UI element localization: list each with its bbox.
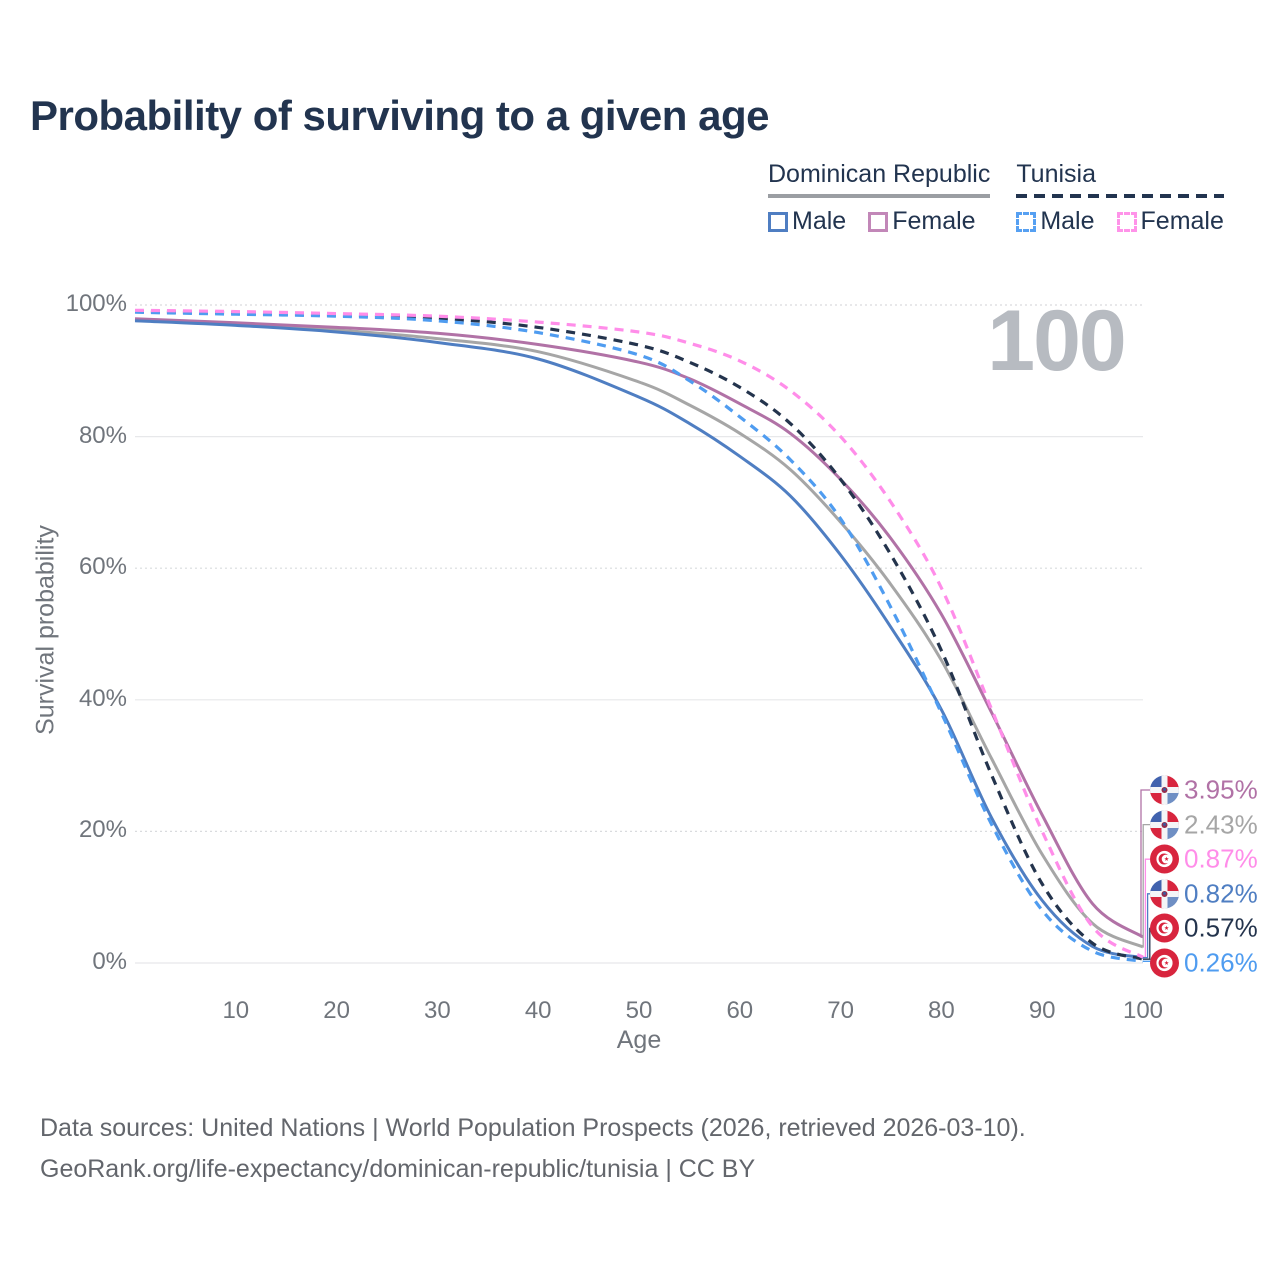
x-tick-10: 10	[222, 997, 250, 1024]
legend-item-dr-female[interactable]: Female	[868, 207, 976, 236]
x-tick-40: 40	[524, 997, 552, 1024]
end-label-value: 0.26%	[1184, 947, 1258, 978]
legend-group-tunisia: Tunisia Male Female	[1016, 160, 1224, 236]
legend-item-tn-male[interactable]: Male	[1016, 207, 1095, 236]
legend-swatch-dr-male	[768, 211, 788, 232]
y-tick-80%: 80%	[78, 421, 127, 449]
line-tn-female[interactable]	[134, 308, 1144, 959]
line-dr-female[interactable]	[134, 317, 1144, 939]
line-dr-male[interactable]	[134, 319, 1144, 960]
leader-tn-female	[1143, 858, 1150, 958]
footer-data-sources: Data sources: United Nations | World Pop…	[40, 1114, 1026, 1142]
x-tick-50: 50	[625, 997, 653, 1024]
legend-item-label: Female	[1140, 207, 1224, 235]
legend-swatch-dr-female	[868, 211, 889, 232]
legend-swatch-tn-female	[1116, 211, 1137, 232]
end-label-tn-male: 0.26%	[1150, 948, 1258, 979]
line-tn-both[interactable]	[134, 310, 1144, 961]
legend-group-title: Tunisia	[1016, 160, 1096, 188]
tunisia-flag-icon	[1150, 948, 1179, 978]
x-tick-90: 90	[1028, 997, 1056, 1024]
leader-tn-both	[1143, 927, 1151, 960]
legend: Dominican Republic Male Female Tunisia M…	[768, 160, 1224, 236]
legend-item-label: Female	[892, 207, 976, 235]
line-tn-male[interactable]	[134, 310, 1144, 963]
footer-attribution: GeoRank.org/life-expectancy/dominican-re…	[40, 1155, 756, 1183]
hovered-age-indicator: 100	[987, 293, 1127, 389]
y-tick-100%: 100%	[65, 289, 127, 317]
x-axis-title: Age	[616, 1026, 662, 1054]
x-tick-60: 60	[726, 997, 754, 1024]
end-label-tn-both: 0.57%	[1150, 913, 1258, 944]
page-title: Probability of surviving to a given age	[30, 92, 769, 139]
y-tick-60%: 60%	[78, 553, 127, 581]
survival-curves	[134, 308, 1144, 963]
x-tick-80: 80	[928, 997, 955, 1024]
end-label-value: 3.95%	[1184, 774, 1258, 805]
footer: Data sources: United Nations | World Pop…	[40, 1108, 1026, 1190]
leader-dr-female	[1140, 789, 1150, 938]
tunisia-flag-icon	[1150, 844, 1179, 874]
legend-item-label: Male	[792, 207, 847, 235]
legend-item-tn-female[interactable]: Female	[1116, 207, 1224, 236]
leader-dr-male	[1143, 893, 1150, 959]
x-tick-70: 70	[827, 997, 854, 1024]
x-tick-20: 20	[323, 997, 350, 1024]
end-label-leader-lines	[1140, 789, 1153, 964]
legend-item-dr-male[interactable]: Male	[768, 207, 846, 236]
end-label-value: 0.87%	[1184, 843, 1258, 874]
line-dr-both[interactable]	[134, 318, 1144, 949]
x-tick-100: 100	[1122, 997, 1164, 1024]
dominican-republic-flag-icon	[1150, 776, 1179, 805]
end-label-dr-both: 2.43%	[1150, 809, 1258, 840]
end-label-value: 0.57%	[1184, 912, 1258, 943]
legend-item-label: Male	[1040, 207, 1095, 235]
y-tick-20%: 20%	[78, 816, 127, 844]
legend-line-style-sample	[768, 194, 991, 198]
end-label-dr-male: 0.82%	[1150, 878, 1258, 909]
leader-dr-both	[1142, 823, 1150, 948]
y-tick-40%: 40%	[78, 684, 127, 712]
legend-swatch-tn-male	[1016, 211, 1037, 232]
end-label-tn-female: 0.87%	[1150, 844, 1258, 875]
end-label-value: 2.43%	[1184, 809, 1258, 840]
end-label-dr-female: 3.95%	[1150, 775, 1258, 806]
end-label-value: 0.82%	[1184, 878, 1258, 909]
legend-group-dominican-republic: Dominican Republic Male Female	[768, 160, 991, 236]
legend-line-style-sample	[1016, 194, 1224, 198]
x-tick-30: 30	[424, 997, 451, 1024]
dominican-republic-flag-icon	[1150, 879, 1179, 908]
tunisia-flag-icon	[1150, 913, 1179, 943]
y-tick-0%: 0%	[92, 947, 127, 975]
dominican-republic-flag-icon	[1150, 810, 1179, 839]
legend-group-title: Dominican Republic	[768, 160, 991, 188]
gridlines	[135, 304, 1143, 964]
